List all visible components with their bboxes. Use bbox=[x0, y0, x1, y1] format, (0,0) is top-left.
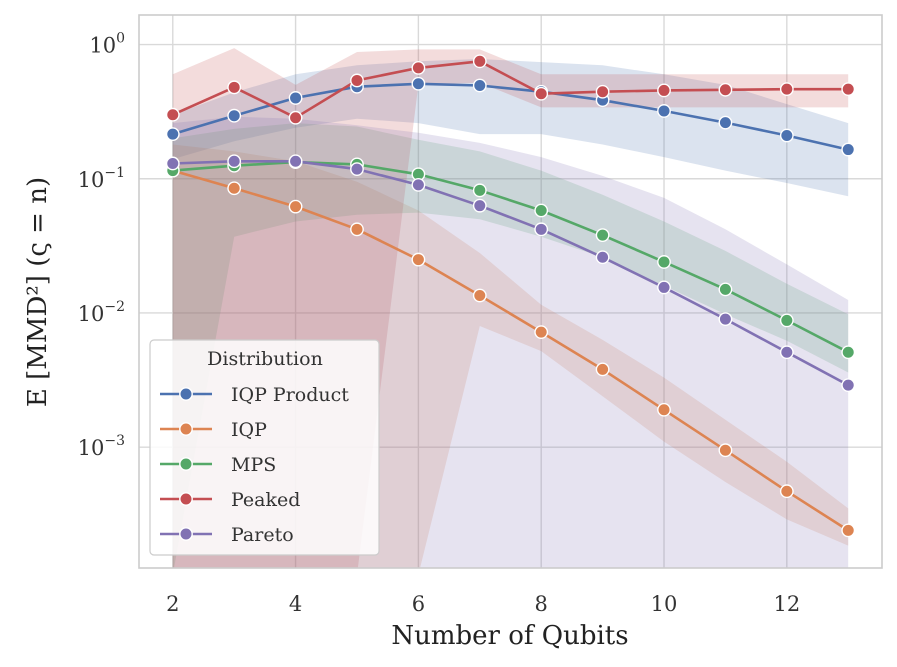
point-iqp bbox=[472, 288, 487, 303]
series-lines bbox=[172, 59, 849, 532]
y-axis-label: E [MMD²] (ς = n) bbox=[23, 177, 53, 407]
point-peaked bbox=[227, 80, 242, 95]
point-iqp bbox=[350, 222, 364, 237]
point-iqp bbox=[534, 325, 549, 340]
point-iqp bbox=[657, 402, 671, 417]
y-tick-label: 10−3 bbox=[78, 433, 125, 460]
point-pareto bbox=[472, 198, 487, 213]
legend-item-iqp-product: IQP Product bbox=[160, 384, 349, 406]
point-pareto bbox=[165, 156, 180, 171]
point-iqp-product bbox=[165, 127, 180, 142]
point-peaked bbox=[534, 86, 549, 101]
x-tick-label: 4 bbox=[289, 592, 302, 616]
point-peaked bbox=[841, 82, 856, 97]
y-tick-label: 10−2 bbox=[78, 299, 125, 326]
x-axis-ticks: 2 4 6 8 10 12 bbox=[166, 592, 800, 616]
x-tick-label: 6 bbox=[412, 592, 425, 616]
point-pareto bbox=[288, 154, 303, 169]
point-mps bbox=[779, 313, 794, 328]
point-iqp bbox=[227, 181, 242, 196]
legend-item-mps: MPS bbox=[160, 454, 276, 476]
point-peaked bbox=[779, 82, 794, 97]
point-iqp-product bbox=[657, 104, 671, 118]
legend-title: Distribution bbox=[207, 348, 323, 370]
point-iqp bbox=[779, 484, 794, 499]
point-iqp bbox=[718, 443, 733, 458]
legend-marker-mps bbox=[179, 457, 193, 471]
line-iqp-product bbox=[172, 82, 849, 151]
point-iqp-product bbox=[411, 76, 426, 91]
point-mps bbox=[534, 203, 549, 218]
line-peaked bbox=[172, 59, 849, 119]
point-pareto bbox=[657, 280, 671, 295]
band-iqp-product bbox=[172, 59, 849, 197]
legend-label-peaked: Peaked bbox=[231, 489, 300, 511]
point-iqp-product bbox=[227, 108, 242, 123]
legend-marker-pareto bbox=[179, 527, 193, 541]
y-tick-label: 10−1 bbox=[78, 165, 125, 192]
point-mps bbox=[472, 183, 487, 198]
point-pareto bbox=[350, 162, 364, 177]
point-pareto bbox=[841, 378, 856, 393]
plot-frame bbox=[138, 14, 883, 569]
y-tick-label: 100 bbox=[89, 31, 125, 58]
point-pareto bbox=[595, 250, 610, 265]
point-iqp bbox=[841, 523, 856, 538]
band-mps bbox=[172, 123, 849, 568]
y-axis-ticks: 100 10−1 10−2 10−3 bbox=[78, 31, 125, 461]
point-peaked bbox=[165, 107, 180, 122]
legend-item-peaked: Peaked bbox=[160, 489, 300, 511]
x-tick-label: 8 bbox=[535, 592, 548, 616]
point-peaked bbox=[595, 84, 610, 99]
legend: Distribution IQP Product IQP MPS Peaked Pare… bbox=[149, 339, 380, 556]
point-peaked bbox=[350, 73, 364, 88]
point-iqp-product bbox=[779, 128, 794, 143]
point-iqp-product bbox=[841, 142, 856, 157]
legend-marker-peaked bbox=[179, 492, 193, 506]
legend-marker-iqp bbox=[179, 422, 193, 436]
point-peaked bbox=[657, 83, 671, 98]
point-mps bbox=[718, 282, 733, 297]
legend-marker-iqp-product bbox=[179, 387, 193, 401]
point-iqp-product bbox=[472, 78, 487, 93]
legend-label-iqp: IQP bbox=[231, 419, 267, 441]
point-mps bbox=[841, 345, 856, 360]
series-markers bbox=[165, 54, 856, 538]
x-tick-label: 12 bbox=[773, 592, 800, 616]
point-pareto bbox=[534, 222, 549, 237]
line-iqp bbox=[172, 169, 849, 532]
legend-label-iqp-product: IQP Product bbox=[231, 384, 349, 406]
point-pareto bbox=[779, 345, 794, 360]
x-axis-label: Number of Qubits bbox=[391, 621, 628, 651]
legend-item-iqp: IQP bbox=[160, 419, 267, 441]
point-iqp-product bbox=[718, 115, 733, 130]
legend-item-pareto: Pareto bbox=[160, 524, 294, 546]
point-peaked bbox=[472, 54, 487, 69]
point-iqp bbox=[288, 199, 303, 214]
legend-label-mps: MPS bbox=[231, 454, 276, 476]
point-pareto bbox=[718, 312, 733, 327]
point-peaked bbox=[411, 60, 426, 75]
legend-box bbox=[149, 339, 380, 556]
point-iqp bbox=[595, 362, 610, 377]
point-mps bbox=[595, 228, 610, 243]
point-iqp bbox=[411, 252, 426, 267]
line-pareto bbox=[172, 160, 849, 387]
point-peaked bbox=[718, 82, 733, 97]
point-mps bbox=[657, 255, 671, 269]
point-pareto bbox=[227, 154, 242, 169]
legend-items: IQP Product IQP MPS Peaked Pareto bbox=[160, 384, 349, 546]
point-pareto bbox=[411, 177, 426, 192]
x-tick-label: 2 bbox=[166, 592, 179, 616]
legend-label-pareto: Pareto bbox=[231, 524, 294, 546]
point-iqp-product bbox=[288, 91, 303, 105]
line-mps bbox=[172, 160, 849, 354]
point-peaked bbox=[288, 110, 303, 125]
x-tick-label: 10 bbox=[651, 592, 678, 616]
gridlines bbox=[139, 15, 882, 568]
